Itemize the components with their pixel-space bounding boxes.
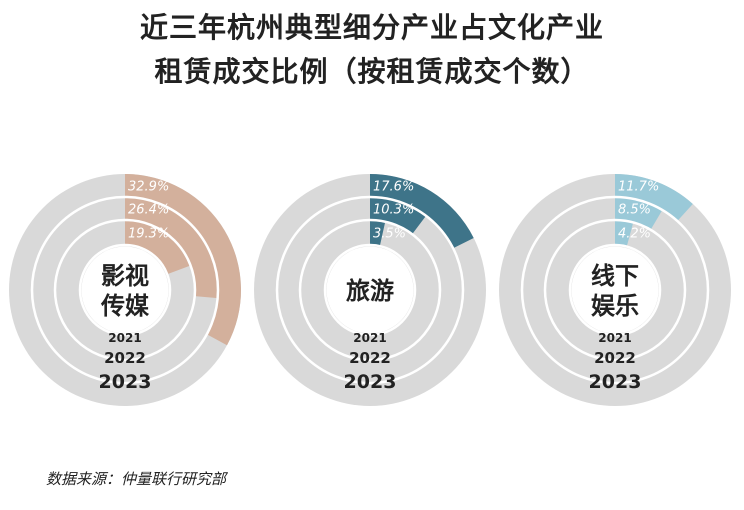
ring-separator bbox=[543, 218, 687, 362]
year-label-2021: 2021 bbox=[598, 331, 631, 345]
center-disk bbox=[326, 246, 414, 334]
ring-separator bbox=[275, 195, 465, 385]
year-label-2021: 2021 bbox=[108, 331, 141, 345]
ring-bar-2022 bbox=[370, 197, 427, 235]
center-label: 传媒 bbox=[100, 292, 150, 320]
data-label-2021: 3.5% bbox=[373, 227, 406, 242]
data-label-2023: 11.7% bbox=[618, 180, 659, 195]
ring-bar-2023 bbox=[370, 174, 474, 249]
year-label-2022: 2022 bbox=[594, 349, 636, 367]
ring-bar-2021 bbox=[125, 220, 191, 275]
center-label: 线下 bbox=[591, 262, 639, 290]
ring-separator bbox=[568, 243, 662, 337]
ring-separator bbox=[520, 195, 710, 385]
ring-bar-2023 bbox=[615, 174, 693, 222]
data-label-2021: 19.3% bbox=[128, 227, 169, 242]
radial-chart-2: 旅游 3.5% 10.3% 17.6% 2021 2022 2023 bbox=[254, 174, 486, 406]
center-label: 娱乐 bbox=[591, 292, 639, 320]
data-label-2021: 4.2% bbox=[618, 227, 651, 242]
ring-bar-2022 bbox=[125, 197, 218, 299]
ring-bar-2023 bbox=[125, 174, 241, 346]
data-label-2023: 17.6% bbox=[373, 180, 414, 195]
ring-bar-2021 bbox=[370, 220, 386, 247]
source-note: 数据来源：仲量联行研究部 bbox=[46, 470, 227, 488]
ring-separator bbox=[53, 218, 197, 362]
year-label-2022: 2022 bbox=[349, 349, 391, 367]
chart-title-line2: 租赁成交比例（按租赁成交个数） bbox=[154, 55, 590, 88]
ring-separator bbox=[30, 195, 220, 385]
center-label: 旅游 bbox=[346, 277, 394, 305]
ring-separator bbox=[323, 243, 417, 337]
year-label-2022: 2022 bbox=[104, 349, 146, 367]
data-label-2023: 32.9% bbox=[128, 180, 169, 195]
data-label-2022: 26.4% bbox=[128, 203, 169, 218]
year-label-2021: 2021 bbox=[353, 331, 386, 345]
chart-title-line1: 近三年杭州典型细分产业占文化产业 bbox=[139, 11, 604, 44]
year-label-2023: 2023 bbox=[589, 371, 642, 393]
data-label-2022: 10.3% bbox=[373, 203, 414, 218]
center-disk bbox=[81, 246, 169, 334]
center-disk bbox=[571, 246, 659, 334]
ring-separator bbox=[78, 243, 172, 337]
ring-separator bbox=[298, 218, 442, 362]
center-label: 影视 bbox=[101, 262, 149, 290]
year-label-2023: 2023 bbox=[99, 371, 152, 393]
ring-bar-2021 bbox=[615, 220, 634, 247]
data-label-2022: 8.5% bbox=[618, 203, 651, 218]
year-label-2023: 2023 bbox=[344, 371, 397, 393]
